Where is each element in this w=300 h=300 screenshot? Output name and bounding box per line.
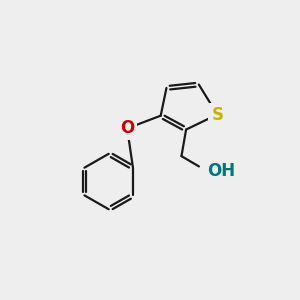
Text: S: S [211, 106, 223, 124]
Text: OH: OH [207, 162, 235, 180]
Text: O: O [120, 119, 134, 137]
